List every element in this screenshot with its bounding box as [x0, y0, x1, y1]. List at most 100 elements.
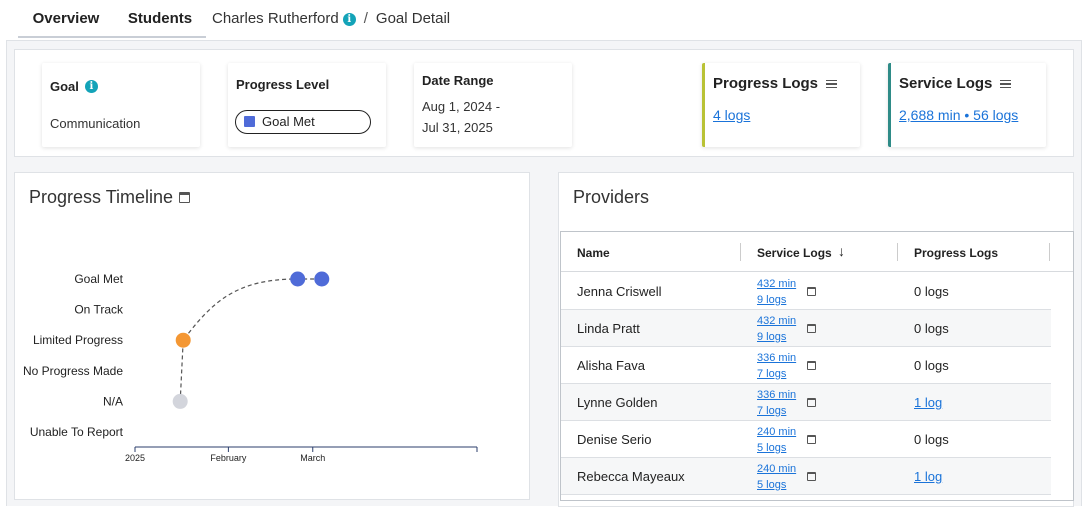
service-minutes-link[interactable]: 432 min [757, 315, 797, 327]
calendar-icon[interactable] [807, 435, 816, 444]
column-divider [897, 243, 898, 261]
date-range-end: Jul 31, 2025 [422, 120, 493, 135]
info-icon[interactable]: i [342, 12, 356, 26]
progress-logs-cell[interactable]: 1 log [914, 395, 943, 410]
service-logs-cell: 240 min 5 logs [757, 424, 796, 456]
goal-card-title: Goal i [50, 79, 98, 94]
breadcrumb-page: Goal Detail [375, 10, 451, 27]
filter-icon[interactable] [1000, 79, 1012, 89]
timeline-point [172, 393, 188, 409]
progress-logs-cell: 0 logs [914, 321, 949, 336]
breadcrumb-separator: / [363, 10, 368, 27]
column-header-progress-logs[interactable]: Progress Logs [914, 246, 999, 260]
progress-logs-link[interactable]: 4 logs [713, 107, 751, 123]
timeline-chart: Goal Met On Track Limited Progress No Progr… [23, 271, 478, 463]
providers-title: Providers [573, 187, 650, 207]
calendar-icon[interactable] [179, 192, 191, 203]
service-logs-link[interactable]: 7 logs [757, 405, 787, 417]
x-axis-tick-label: March [300, 453, 325, 463]
y-axis-label: N/A [103, 394, 123, 408]
column-header-service-logs[interactable]: Service Logs [757, 246, 832, 260]
service-logs-link[interactable]: 9 logs [757, 331, 787, 343]
timeline-point [290, 271, 306, 287]
info-icon[interactable]: i [84, 80, 98, 93]
date-range-card: Date Range Aug 1, 2024 - Jul 31, 2025 [414, 63, 572, 147]
date-range-start: Aug 1, 2024 - [422, 99, 501, 114]
service-logs-cell: 240 min 5 logs [757, 461, 796, 493]
progress-level-pill: Goal Met [235, 110, 371, 134]
y-axis-label: Goal Met [74, 272, 123, 286]
service-minutes-link[interactable]: 336 min [757, 389, 797, 401]
service-logs-cell: 336 min 7 logs [757, 387, 796, 419]
service-minutes-link[interactable]: 432 min [757, 278, 797, 290]
progress-timeline-panel: Progress Timeline Goal Met On Track Limite… [14, 172, 530, 500]
table-row: Denise Serio 240 min 5 logs 0 logs [561, 421, 1051, 458]
provider-name: Alisha Fava [577, 358, 645, 373]
breadcrumb: Charles Rutherford i / Goal Detail [212, 0, 450, 38]
goal-card: Goal i Communication [42, 63, 200, 147]
progress-logs-title: Progress Logs [713, 75, 838, 92]
tab-overview[interactable]: Overview [18, 0, 114, 38]
service-logs-cell: 336 min 7 logs [757, 350, 796, 382]
progress-logs-cell: 0 logs [914, 432, 949, 447]
y-axis-label: Limited Progress [33, 333, 123, 347]
provider-name: Denise Serio [577, 432, 652, 447]
provider-name: Linda Pratt [577, 321, 640, 336]
y-axis-label: On Track [74, 303, 124, 317]
service-logs-link[interactable]: 5 logs [757, 442, 787, 454]
x-axis-tick-label: February [210, 453, 247, 463]
goal-summary: Goal i Communication Progress Level Goal… [14, 49, 1074, 157]
goal-value: Communication [50, 116, 141, 131]
service-logs-cell: 432 min 9 logs [757, 313, 796, 345]
y-axis-label: Unable To Report [30, 425, 124, 439]
x-axis-tick-label: 2025 [125, 453, 145, 463]
table-row: Linda Pratt 432 min 9 logs 0 logs [561, 310, 1051, 347]
timeline-connector [179, 278, 322, 402]
providers-panel: Providers Name Service Logs ↓ Progress L… [558, 172, 1074, 507]
breadcrumb-student[interactable]: Charles Rutherford [212, 10, 339, 27]
progress-level-card: Progress Level Goal Met [228, 63, 386, 147]
table-row: Rebecca Mayeaux 240 min 5 logs 1 log [561, 458, 1051, 495]
timeline-point [175, 332, 191, 348]
column-divider [740, 243, 741, 261]
y-axis-label: No Progress Made [23, 364, 123, 378]
level-color-swatch [244, 116, 255, 127]
progress-logs-card: Progress Logs 4 logs [702, 63, 860, 147]
calendar-icon[interactable] [807, 472, 816, 481]
calendar-icon[interactable] [807, 324, 816, 333]
column-divider [1049, 243, 1050, 261]
service-logs-card: Service Logs 2,688 min • 56 logs [888, 63, 1046, 147]
provider-name: Rebecca Mayeaux [577, 469, 685, 484]
table-row: Jenna Criswell 432 min 9 logs 0 logs [561, 273, 1051, 310]
progress-logs-cell: 0 logs [914, 284, 949, 299]
timeline-point [314, 271, 330, 287]
service-logs-cell: 432 min 9 logs [757, 276, 796, 308]
calendar-icon[interactable] [807, 287, 816, 296]
providers-table: Name Service Logs ↓ Progress Logs Jenna … [560, 231, 1074, 501]
table-row: Alisha Fava 336 min 7 logs 0 logs [561, 347, 1051, 384]
calendar-icon[interactable] [807, 361, 816, 370]
provider-name: Jenna Criswell [577, 284, 662, 299]
service-logs-link[interactable]: 7 logs [757, 368, 787, 380]
tab-students[interactable]: Students [114, 0, 206, 38]
service-logs-link[interactable]: 9 logs [757, 294, 787, 306]
progress-level-value: Goal Met [262, 114, 315, 129]
top-nav: Overview Students Charles Rutherford i /… [0, 0, 1088, 40]
table-row: Lynne Golden 336 min 7 logs 1 log [561, 384, 1051, 421]
table-header: Name Service Logs ↓ Progress Logs [561, 232, 1073, 272]
progress-level-title: Progress Level [236, 77, 330, 92]
service-minutes-link[interactable]: 336 min [757, 352, 797, 364]
provider-name: Lynne Golden [577, 395, 658, 410]
service-minutes-link[interactable]: 240 min [757, 426, 797, 438]
date-range-title: Date Range [422, 73, 494, 88]
column-header-name[interactable]: Name [577, 246, 610, 260]
filter-icon[interactable] [826, 79, 838, 89]
sort-desc-icon[interactable]: ↓ [838, 243, 845, 259]
progress-timeline-title: Progress Timeline [29, 187, 191, 208]
progress-logs-cell[interactable]: 1 log [914, 469, 943, 484]
service-minutes-link[interactable]: 240 min [757, 463, 797, 475]
service-logs-link[interactable]: 5 logs [757, 479, 787, 491]
service-logs-title: Service Logs [899, 75, 1012, 92]
calendar-icon[interactable] [807, 398, 816, 407]
service-logs-link[interactable]: 2,688 min • 56 logs [899, 107, 1019, 123]
